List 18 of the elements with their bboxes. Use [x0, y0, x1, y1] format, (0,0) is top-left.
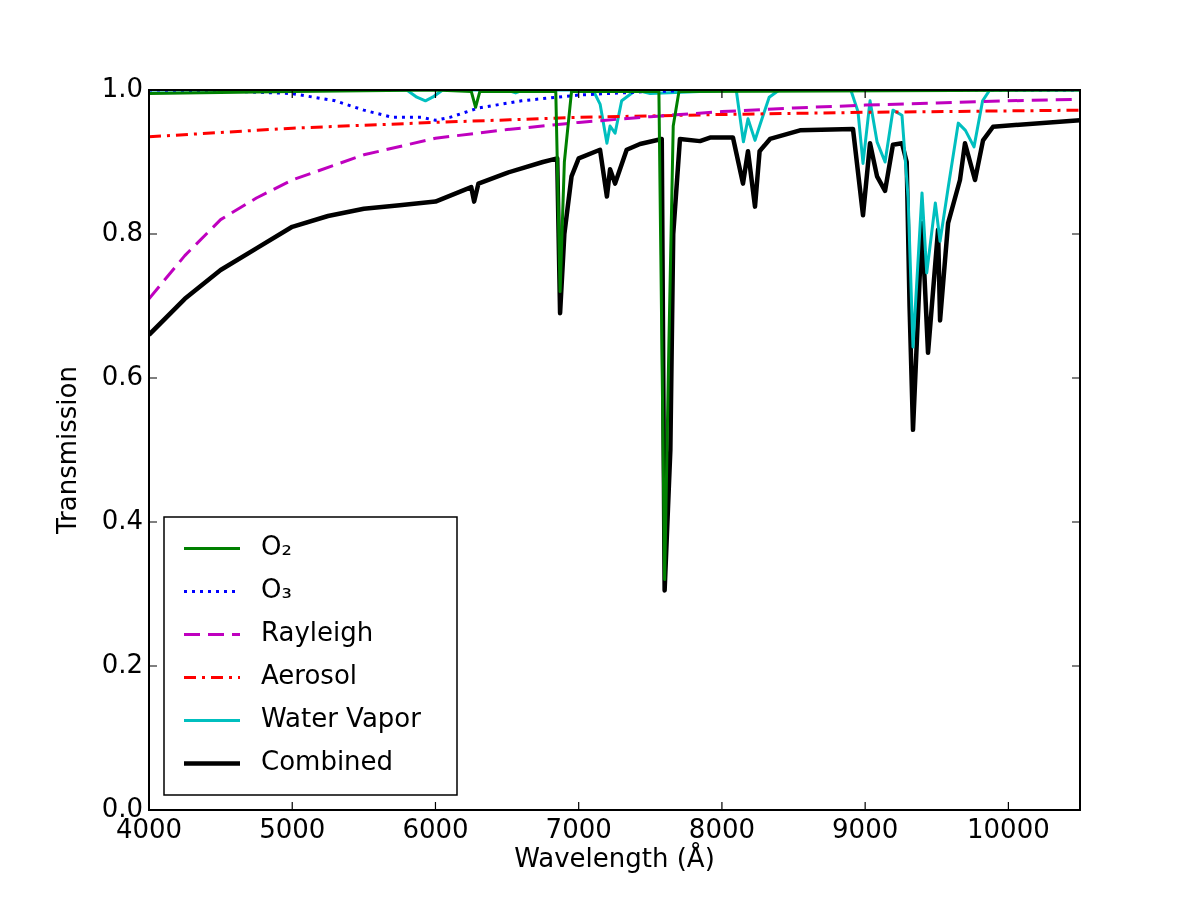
- x-tick-label: 10000: [967, 814, 1050, 845]
- legend-label: O₃: [261, 574, 292, 605]
- legend-label: Aerosol: [261, 660, 358, 691]
- y-tick-label: 0.6: [101, 360, 143, 391]
- y-tick-label: 1.0: [101, 72, 143, 103]
- legend-label: Combined: [261, 746, 394, 777]
- legend-label: Water Vapor: [261, 703, 422, 734]
- x-tick-label: 7000: [545, 814, 612, 845]
- y-tick-label: 0.8: [101, 216, 143, 247]
- line-series: [149, 108, 1080, 139]
- y-tick-label: 0.4: [101, 504, 143, 535]
- x-tick-label: 6000: [402, 814, 469, 845]
- y-tick-label: 0.2: [101, 648, 143, 679]
- x-tick-label: 9000: [832, 814, 899, 845]
- legend-label: O₂: [261, 531, 292, 562]
- legend-label: Rayleigh: [261, 617, 374, 648]
- y-axis-title: Transmission: [52, 366, 83, 535]
- x-tick-label: 5000: [259, 814, 326, 845]
